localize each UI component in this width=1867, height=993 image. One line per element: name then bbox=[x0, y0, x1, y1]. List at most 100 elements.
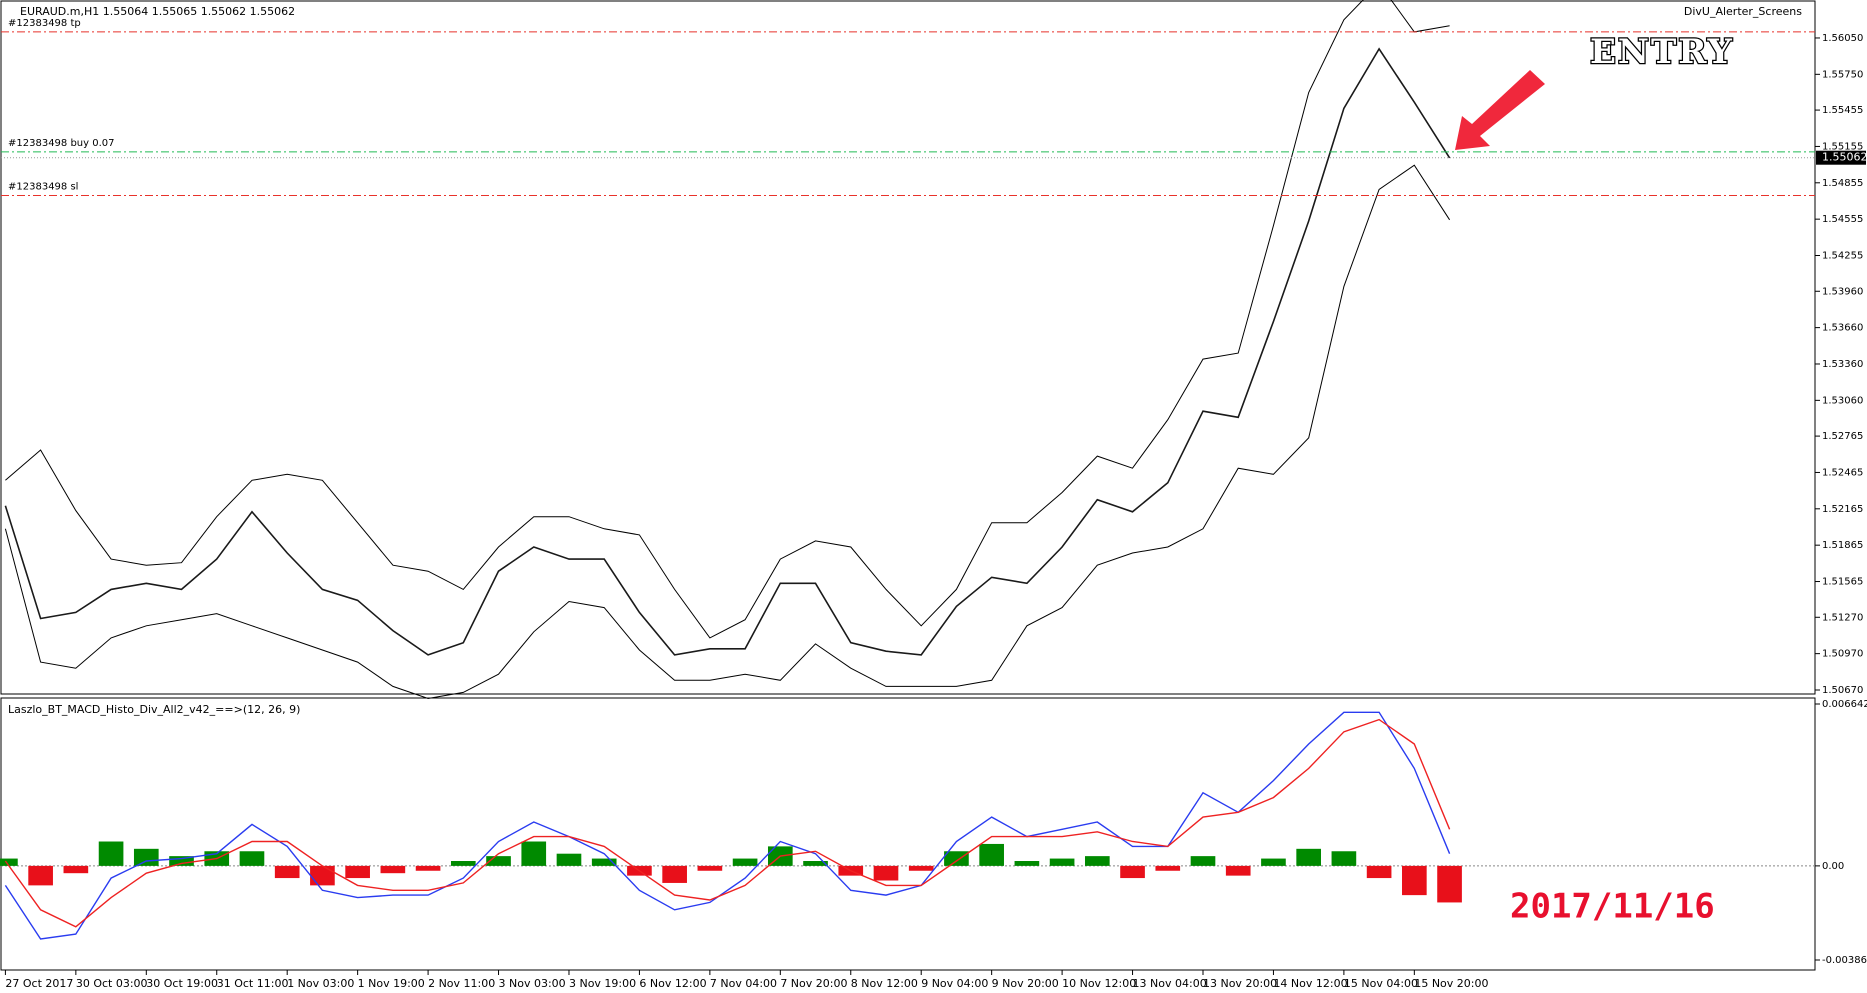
x-tick-label: 15 Nov 04:00 bbox=[1344, 977, 1418, 990]
x-tick-label: 27 Oct 2017 bbox=[5, 977, 73, 990]
last-price-box bbox=[1816, 150, 1866, 165]
histogram-bar bbox=[662, 865, 687, 883]
order-label: #12383498 buy 0.07 bbox=[8, 138, 115, 149]
x-tick-label: 2 Nov 11:00 bbox=[428, 977, 495, 990]
y-tick-label: 1.53360 bbox=[1822, 359, 1863, 370]
x-tick-label: 7 Nov 04:00 bbox=[710, 977, 777, 990]
y-tick-label: 1.55750 bbox=[1822, 69, 1863, 80]
histogram-bar bbox=[274, 865, 300, 879]
histogram-bar bbox=[1402, 865, 1427, 896]
x-tick-label: 3 Nov 03:00 bbox=[499, 977, 566, 990]
histogram-bar bbox=[1049, 858, 1075, 866]
indicator-panel-frame bbox=[0, 697, 1816, 971]
histogram-bar bbox=[1084, 856, 1110, 866]
histogram-bar bbox=[521, 841, 547, 866]
y-tick-label: 1.51565 bbox=[1822, 577, 1863, 588]
entry-arrow bbox=[1455, 70, 1545, 150]
entry-annotation: ENTRY bbox=[1590, 32, 1734, 72]
histogram-bar bbox=[0, 858, 18, 866]
x-tick-label: 9 Nov 20:00 bbox=[992, 977, 1059, 990]
symbol-header: EURAUD.m,H1 1.55064 1.55065 1.55062 1.55… bbox=[20, 5, 295, 18]
histogram-bar bbox=[803, 861, 828, 866]
series-line bbox=[4, 718, 1451, 928]
histogram-bar bbox=[1155, 865, 1181, 871]
histogram-bar bbox=[591, 858, 617, 866]
histogram-bar bbox=[1437, 865, 1462, 903]
x-tick-label: 14 Nov 12:00 bbox=[1273, 977, 1347, 990]
x-tick-label: 1 Nov 03:00 bbox=[287, 977, 354, 990]
histogram-bar bbox=[133, 848, 159, 866]
histogram-bar bbox=[310, 865, 335, 886]
histogram-bar bbox=[697, 865, 723, 871]
histogram-bar bbox=[873, 865, 899, 881]
histogram-bar bbox=[1120, 865, 1145, 879]
x-tick-label: 8 Nov 12:00 bbox=[851, 977, 918, 990]
y-tick-label: 1.53660 bbox=[1822, 323, 1863, 334]
histogram-bar bbox=[450, 861, 476, 866]
histogram-bar bbox=[98, 841, 124, 866]
y-tick-label: 1.52465 bbox=[1822, 467, 1863, 478]
x-tick-label: 15 Nov 20:00 bbox=[1414, 977, 1488, 990]
x-tick-label: 13 Nov 20:00 bbox=[1203, 977, 1277, 990]
histogram-bar bbox=[944, 851, 969, 866]
histogram-bar bbox=[908, 865, 934, 871]
y-tick-label: 1.52165 bbox=[1822, 504, 1863, 515]
y-tick-label: 1.54255 bbox=[1822, 251, 1863, 262]
y-tick-label: 1.50970 bbox=[1822, 649, 1863, 660]
series-line bbox=[4, 711, 1451, 940]
histogram-bar bbox=[1261, 858, 1286, 866]
y-tick-label: 1.53960 bbox=[1822, 286, 1863, 297]
y-tick-label: 1.55155 bbox=[1822, 141, 1863, 152]
histogram-bar bbox=[556, 853, 582, 866]
x-tick-label: 1 Nov 19:00 bbox=[358, 977, 425, 990]
histogram-bar bbox=[1225, 865, 1251, 876]
histogram-bar bbox=[486, 856, 511, 866]
x-tick-label: 6 Nov 12:00 bbox=[639, 977, 706, 990]
x-tick-label: 31 Oct 11:00 bbox=[217, 977, 289, 990]
y-tick-label: 1.54855 bbox=[1822, 178, 1863, 189]
y-tick-label: 1.51270 bbox=[1822, 612, 1863, 623]
histogram-bar bbox=[1331, 851, 1357, 866]
date-annotation: 2017/11/16 bbox=[1510, 887, 1715, 927]
y-tick-label: 1.53060 bbox=[1822, 395, 1863, 406]
series-line bbox=[4, 164, 1451, 700]
histogram-bar bbox=[1014, 861, 1040, 866]
y-tick-label: 1.56050 bbox=[1822, 33, 1863, 44]
main-panel-frame bbox=[0, 0, 1816, 695]
x-tick-label: 10 Nov 12:00 bbox=[1062, 977, 1136, 990]
histogram-bar bbox=[1366, 865, 1392, 879]
order-label: #12383498 sl bbox=[8, 182, 78, 193]
histogram-bar bbox=[345, 865, 370, 879]
y-tick-label: 0.00 bbox=[1822, 861, 1844, 872]
x-tick-label: 9 Nov 04:00 bbox=[921, 977, 988, 990]
alerter-label: DivU_Alerter_Screens bbox=[1684, 5, 1802, 18]
histogram-bar bbox=[415, 865, 441, 871]
indicator-title: Laszlo_BT_MACD_Histo_Div_All2_v42_==>(12… bbox=[8, 703, 300, 716]
x-tick-label: 7 Nov 20:00 bbox=[780, 977, 847, 990]
order-label: #12383498 tp bbox=[8, 18, 81, 29]
x-tick-label: 13 Nov 04:00 bbox=[1133, 977, 1207, 990]
x-tick-label: 30 Oct 19:00 bbox=[146, 977, 218, 990]
histogram-bar bbox=[1296, 848, 1321, 866]
y-tick-label: 1.52765 bbox=[1822, 431, 1863, 442]
x-tick-label: 30 Oct 03:00 bbox=[76, 977, 148, 990]
histogram-bar bbox=[1190, 856, 1216, 866]
y-tick-label: 1.55455 bbox=[1822, 105, 1863, 116]
last-price-label: 1.55062 bbox=[1822, 151, 1867, 164]
x-tick-label: 3 Nov 19:00 bbox=[569, 977, 636, 990]
histogram-bar bbox=[239, 851, 265, 866]
histogram-bar bbox=[169, 856, 194, 866]
histogram-bar bbox=[380, 865, 406, 874]
series-line bbox=[4, 47, 1451, 656]
y-tick-label: 1.54555 bbox=[1822, 214, 1863, 225]
histogram-bar bbox=[732, 858, 758, 866]
histogram-bar bbox=[979, 843, 1004, 866]
y-tick-label: 1.50670 bbox=[1822, 685, 1863, 696]
y-tick-label: 0.006642 bbox=[1822, 699, 1867, 710]
histogram-bar bbox=[63, 865, 89, 874]
y-tick-label: 1.51865 bbox=[1822, 540, 1863, 551]
histogram-bar bbox=[28, 865, 53, 886]
